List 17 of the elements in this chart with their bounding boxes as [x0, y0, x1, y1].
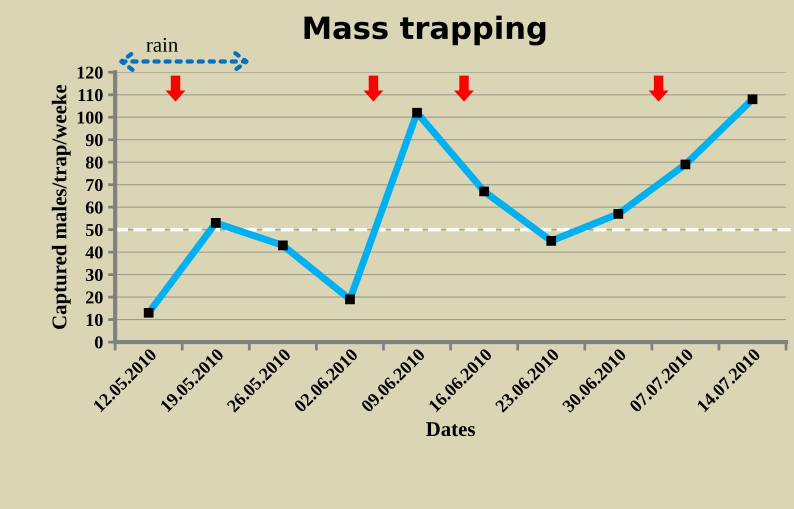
y-tick-label: 80 — [86, 156, 103, 169]
y-tick-label: 30 — [86, 268, 103, 282]
y-tick-label: 110 — [78, 89, 103, 102]
y-tick-label: 50 — [86, 224, 103, 236]
y-tick-label: 40 — [86, 246, 103, 259]
x-axis-title: Dates — [426, 422, 475, 436]
y-tick-label: 10 — [86, 314, 103, 326]
y-tick-label: 100 — [78, 111, 103, 124]
y-axis-title: Captured males/trap/weeke — [52, 84, 71, 329]
y-tick-label: 20 — [86, 291, 103, 304]
y-tick-label: 60 — [86, 201, 103, 214]
y-tick-label: 90 — [86, 134, 103, 146]
y-tick-label: 70 — [86, 178, 103, 192]
text: rain — [146, 38, 178, 52]
y-tick-label: 0 — [94, 336, 103, 348]
chart-title: Mass trapping — [304, 16, 546, 46]
y-tick-label: 120 — [78, 66, 103, 79]
